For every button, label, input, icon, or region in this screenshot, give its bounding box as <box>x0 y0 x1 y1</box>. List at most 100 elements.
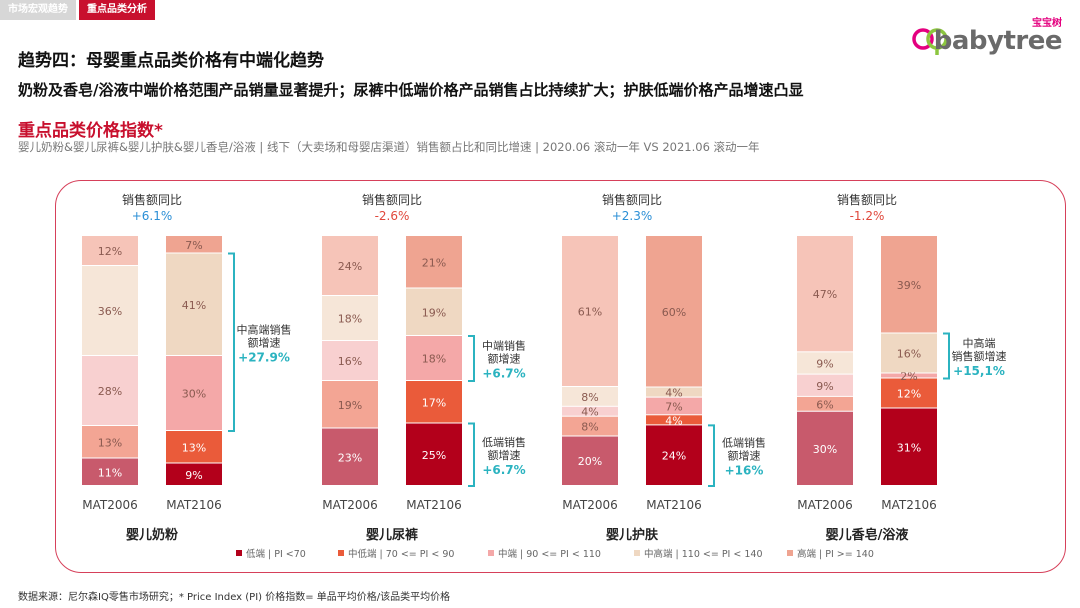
growth-annotation-label: 额增速 <box>248 335 281 349</box>
bar-category-label: MAT2106 <box>406 498 462 512</box>
babytree-logo: 宝宝树 babytree <box>912 14 1063 56</box>
bar-segment <box>166 431 222 463</box>
bar-value-label: 23% <box>338 451 362 464</box>
yoy-value: -1.2% <box>850 209 885 223</box>
legend-label: 中端 | 90 <= PI < 110 <box>498 548 601 560</box>
bar-segment <box>406 381 462 423</box>
bar-value-label: 16% <box>338 355 362 368</box>
bar-value-label: 13% <box>98 436 122 449</box>
bar-value-label: 24% <box>662 450 686 463</box>
growth-bracket <box>708 424 715 487</box>
top-nav: 市场宏观趋势 重点品类分析 <box>0 0 155 20</box>
bar-value-label: 6% <box>816 398 833 411</box>
bar-value-label: 12% <box>98 245 122 258</box>
growth-annotation-label: 中高端 <box>963 336 996 350</box>
bar-value-label: 8% <box>581 421 598 434</box>
bar-value-label: 21% <box>422 256 446 269</box>
bar-segment <box>322 341 378 380</box>
bar-value-label: 41% <box>182 299 206 312</box>
bar-category-label: MAT2006 <box>82 498 138 512</box>
bar-value-label: 47% <box>813 288 837 301</box>
bar-segment <box>322 381 378 428</box>
legend-label: 高端 | PI >= 140 <box>797 548 874 560</box>
bar-value-label: 31% <box>897 441 921 454</box>
growth-annotation-label: 低端销售 <box>482 435 526 449</box>
bar-value-label: 24% <box>338 260 362 273</box>
legend-swatch <box>236 550 242 556</box>
growth-annotation-label: 中端销售 <box>482 339 526 353</box>
bar-segment <box>82 356 138 425</box>
data-source-note: 数据来源：尼尔森IQ零售市场研究；* Price Index (PI) 价格指数… <box>18 592 451 603</box>
tab-key-category[interactable]: 重点品类分析 <box>79 0 155 20</box>
bar-segment <box>322 428 378 485</box>
bar-segment <box>406 336 462 380</box>
bar-segment <box>322 296 378 340</box>
logo-mark-icon <box>912 28 948 55</box>
bar-segment <box>797 374 853 396</box>
bar-category-label: MAT2006 <box>797 498 853 512</box>
legend-label: 低端 | PI <70 <box>246 548 306 560</box>
bar-value-label: 28% <box>98 385 122 398</box>
bar-segment <box>82 266 138 355</box>
bar-segment <box>797 396 853 411</box>
growth-annotation-label: 额增速 <box>488 352 521 366</box>
bar-segment <box>322 236 378 295</box>
bar-segment <box>166 236 222 253</box>
logo-text: babytree <box>933 26 1063 56</box>
bar-value-label: 39% <box>897 279 921 292</box>
growth-annotation-value: +6.7% <box>482 367 525 381</box>
bar-segment <box>562 236 618 386</box>
bar-value-label: 30% <box>182 388 206 401</box>
yoy-value: +6.1% <box>132 209 173 223</box>
bar-value-label: 20% <box>578 455 602 468</box>
bar-segment <box>82 426 138 458</box>
bar-value-label: 60% <box>662 306 686 319</box>
tab-market-trend[interactable]: 市场宏观趋势 <box>0 0 76 20</box>
growth-bracket <box>468 422 475 487</box>
bar-value-label: 17% <box>422 396 446 409</box>
bar-value-label: 4% <box>581 406 598 419</box>
legend-swatch <box>634 550 640 556</box>
logo-cn-text: 宝宝树 <box>1032 18 1062 29</box>
bar-value-label: 19% <box>338 399 362 412</box>
bar-value-label: 4% <box>665 414 682 427</box>
bar-segment <box>562 386 618 406</box>
legend-swatch <box>338 550 344 556</box>
bar-segment <box>406 288 462 335</box>
bar-segment <box>562 436 618 485</box>
bar-segment <box>166 463 222 485</box>
bar-value-label: 8% <box>581 391 598 404</box>
bar-segment <box>797 411 853 485</box>
bar-segment <box>646 425 702 485</box>
bar-value-label: 7% <box>185 239 202 252</box>
group-name: 婴儿护肤 <box>606 527 659 543</box>
bar-value-label: 25% <box>422 449 446 462</box>
growth-bracket <box>943 332 950 380</box>
yoy-label: 销售额同比 <box>837 192 897 207</box>
growth-annotation-label: 低端销售 <box>722 436 766 450</box>
growth-annotation-value: +27.9% <box>238 350 290 364</box>
bar-category-label: MAT2006 <box>562 498 618 512</box>
bar-value-label: 11% <box>98 466 122 479</box>
bar-segment <box>646 415 702 425</box>
bar-segment <box>166 356 222 430</box>
yoy-value: +2.3% <box>612 209 653 223</box>
bar-segment <box>881 373 937 378</box>
bar-segment <box>646 387 702 397</box>
bar-value-label: 7% <box>665 400 682 413</box>
bar-value-label: 36% <box>98 305 122 318</box>
bar-category-label: MAT2106 <box>166 498 222 512</box>
bar-segment <box>646 397 702 415</box>
bar-segment <box>881 408 937 485</box>
bar-segment <box>166 253 222 355</box>
section-title: 重点品类价格指数* <box>18 121 163 141</box>
legend-label: 中高端 | 110 <= PI < 140 <box>644 548 763 560</box>
yoy-label: 销售额同比 <box>362 192 422 207</box>
page-subtitle: 奶粉及香皂/浴液中端价格范围产品销量显著提升；尿裤中低端价格产品销售占比持续扩大… <box>18 81 804 99</box>
bar-value-label: 16% <box>897 348 921 361</box>
bar-value-label: 9% <box>185 469 202 482</box>
bar-segment <box>881 378 937 408</box>
bar-value-label: 19% <box>422 306 446 319</box>
legend-swatch <box>787 550 793 556</box>
